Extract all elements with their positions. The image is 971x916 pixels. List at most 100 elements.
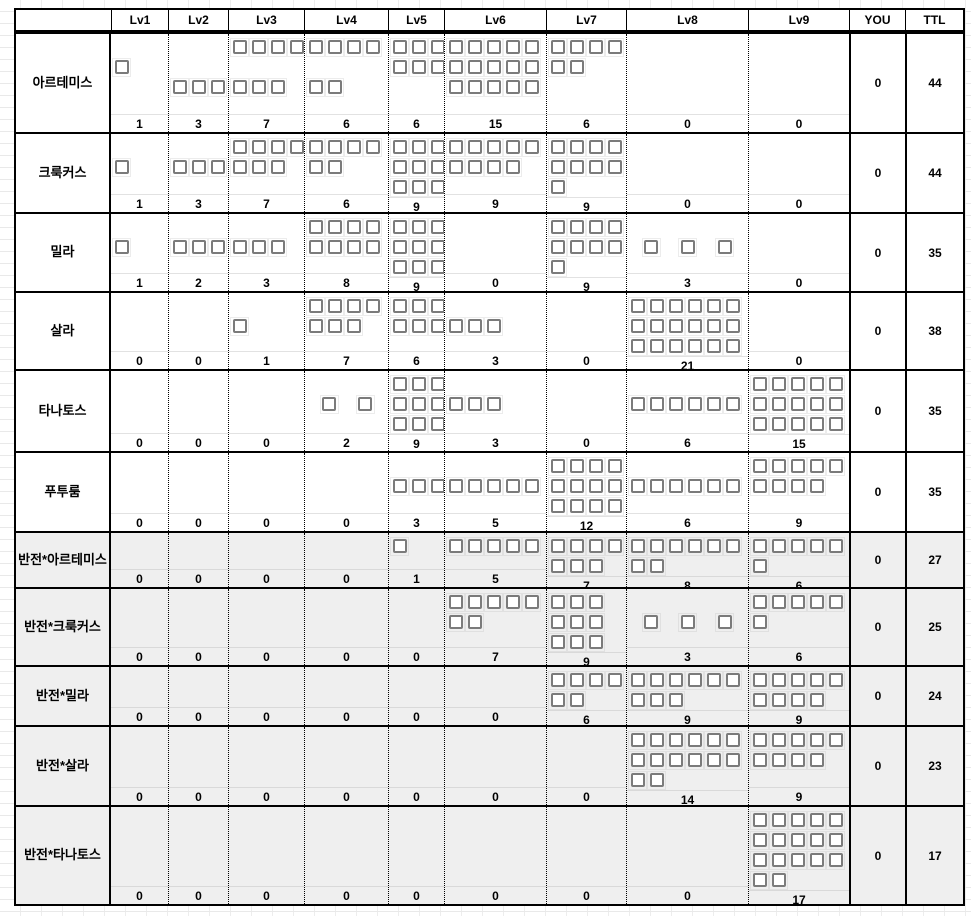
checkbox[interactable] [232, 240, 247, 254]
checkbox[interactable] [448, 40, 463, 54]
checkbox[interactable] [550, 40, 565, 54]
checkbox[interactable] [411, 180, 426, 194]
checkbox[interactable] [630, 539, 645, 553]
checkbox[interactable] [308, 240, 323, 254]
checkbox[interactable] [308, 140, 323, 154]
checkbox[interactable] [411, 140, 426, 154]
checkbox[interactable] [270, 80, 285, 94]
checkbox[interactable] [752, 595, 767, 609]
checkbox[interactable] [809, 595, 824, 609]
checkbox[interactable] [607, 140, 622, 154]
checkbox[interactable] [358, 397, 372, 411]
checkbox[interactable] [809, 459, 824, 473]
checkbox[interactable] [270, 40, 285, 54]
checkbox[interactable] [308, 220, 323, 234]
checkbox[interactable] [430, 140, 444, 154]
checkbox[interactable] [809, 539, 824, 553]
checkbox[interactable] [486, 40, 501, 54]
checkbox[interactable] [717, 240, 732, 254]
checkbox[interactable] [687, 397, 702, 411]
checkbox[interactable] [725, 397, 740, 411]
checkbox[interactable] [752, 417, 767, 431]
checkbox[interactable] [569, 499, 584, 513]
checkbox[interactable] [828, 459, 843, 473]
checkbox[interactable] [828, 397, 843, 411]
checkbox[interactable] [327, 80, 342, 94]
checkbox[interactable] [467, 319, 482, 333]
checkbox[interactable] [717, 615, 732, 629]
checkbox[interactable] [392, 180, 407, 194]
checkbox[interactable] [828, 853, 843, 867]
checkbox[interactable] [251, 140, 266, 154]
checkbox[interactable] [448, 615, 463, 629]
checkbox[interactable] [172, 160, 187, 174]
checkbox[interactable] [725, 339, 740, 353]
checkbox[interactable] [828, 417, 843, 431]
checkbox[interactable] [467, 479, 482, 493]
checkbox[interactable] [210, 240, 225, 254]
checkbox[interactable] [706, 397, 721, 411]
checkbox[interactable] [550, 180, 565, 194]
checkbox[interactable] [607, 220, 622, 234]
checkbox[interactable] [790, 833, 805, 847]
checkbox[interactable] [308, 80, 323, 94]
checkbox[interactable] [588, 459, 603, 473]
checkbox[interactable] [687, 299, 702, 313]
checkbox[interactable] [308, 299, 323, 313]
checkbox[interactable] [524, 60, 539, 74]
checkbox[interactable] [771, 873, 786, 887]
checkbox[interactable] [392, 260, 407, 274]
checkbox[interactable] [649, 559, 664, 573]
checkbox[interactable] [411, 377, 426, 391]
checkbox[interactable] [588, 559, 603, 573]
checkbox[interactable] [687, 339, 702, 353]
checkbox[interactable] [630, 673, 645, 687]
checkbox[interactable] [550, 479, 565, 493]
checkbox[interactable] [289, 40, 304, 54]
checkbox[interactable] [706, 733, 721, 747]
checkbox[interactable] [411, 60, 426, 74]
checkbox[interactable] [448, 160, 463, 174]
checkbox[interactable] [752, 539, 767, 553]
checkbox[interactable] [649, 753, 664, 767]
checkbox[interactable] [649, 479, 664, 493]
checkbox[interactable] [630, 339, 645, 353]
checkbox[interactable] [327, 319, 342, 333]
checkbox[interactable] [308, 40, 323, 54]
checkbox[interactable] [251, 80, 266, 94]
checkbox[interactable] [392, 397, 407, 411]
checkbox[interactable] [550, 220, 565, 234]
checkbox[interactable] [771, 853, 786, 867]
checkbox[interactable] [365, 140, 380, 154]
checkbox[interactable] [607, 673, 622, 687]
checkbox[interactable] [706, 753, 721, 767]
checkbox[interactable] [668, 479, 683, 493]
checkbox[interactable] [630, 319, 645, 333]
checkbox[interactable] [752, 559, 767, 573]
checkbox[interactable] [607, 499, 622, 513]
checkbox[interactable] [790, 595, 805, 609]
checkbox[interactable] [649, 539, 664, 553]
checkbox[interactable] [630, 479, 645, 493]
checkbox[interactable] [752, 833, 767, 847]
checkbox[interactable] [752, 753, 767, 767]
checkbox[interactable] [448, 80, 463, 94]
checkbox[interactable] [392, 160, 407, 174]
checkbox[interactable] [346, 299, 361, 313]
checkbox[interactable] [771, 459, 786, 473]
checkbox[interactable] [191, 80, 206, 94]
checkbox[interactable] [550, 615, 565, 629]
checkbox[interactable] [725, 673, 740, 687]
checkbox[interactable] [327, 299, 342, 313]
checkbox[interactable] [232, 80, 247, 94]
checkbox[interactable] [505, 595, 520, 609]
checkbox[interactable] [486, 319, 501, 333]
checkbox[interactable] [346, 319, 361, 333]
checkbox[interactable] [569, 240, 584, 254]
checkbox[interactable] [706, 319, 721, 333]
checkbox[interactable] [232, 140, 247, 154]
checkbox[interactable] [809, 479, 824, 493]
checkbox[interactable] [668, 753, 683, 767]
checkbox[interactable] [771, 479, 786, 493]
checkbox[interactable] [649, 673, 664, 687]
